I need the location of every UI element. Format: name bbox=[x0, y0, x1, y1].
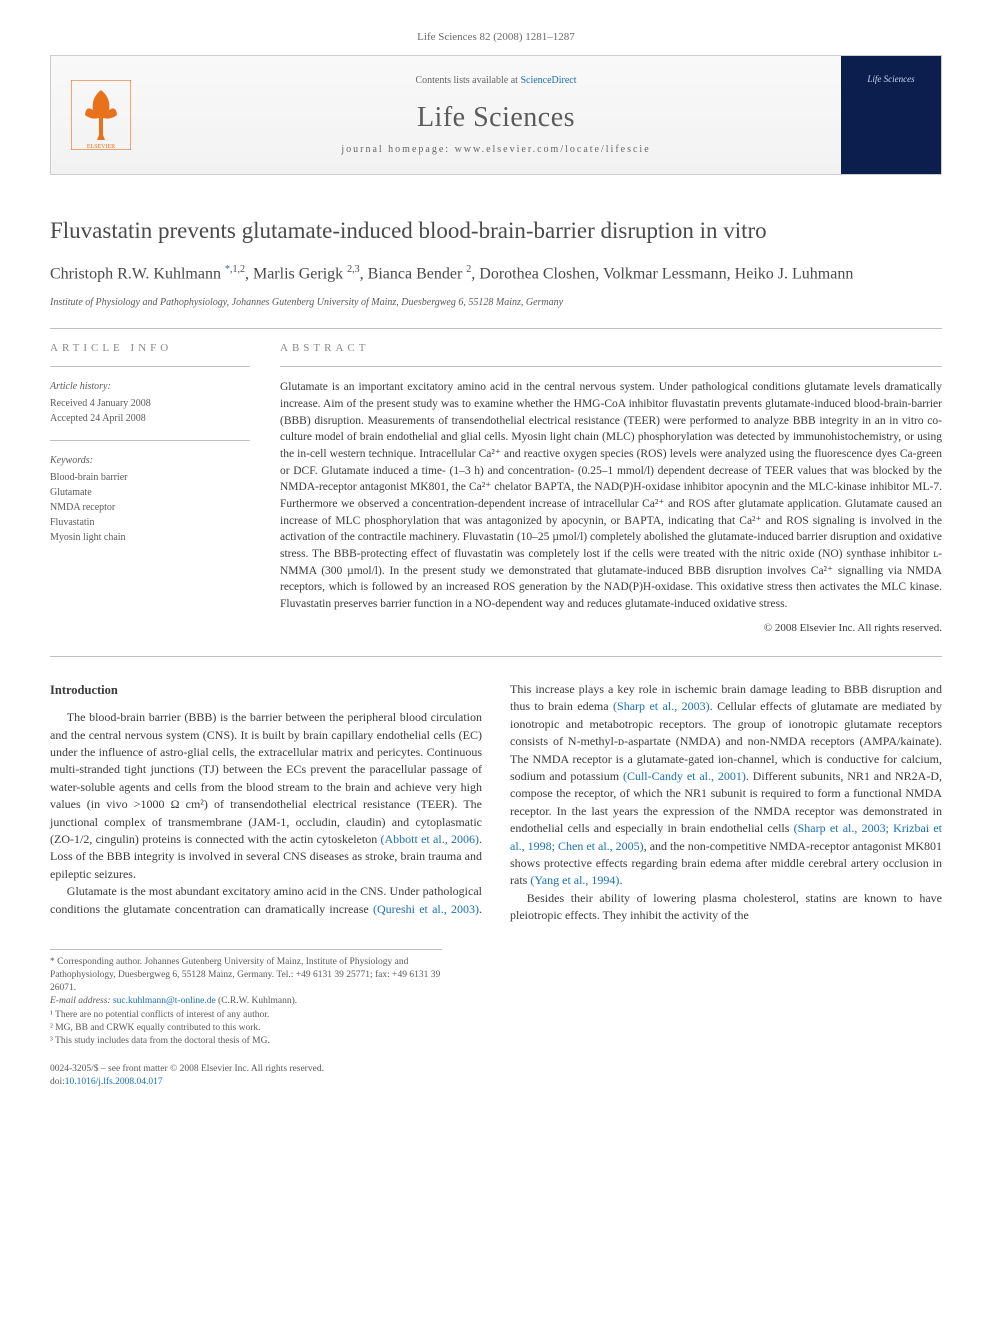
banner-center: Contents lists available at ScienceDirec… bbox=[151, 56, 841, 174]
footnote-3: ³ This study includes data from the doct… bbox=[50, 1035, 442, 1048]
homepage-prefix: journal homepage: bbox=[341, 144, 454, 155]
publisher-logo-box: ELSEVIER bbox=[51, 56, 151, 174]
cover-thumb-box: Life Sciences bbox=[841, 56, 941, 174]
keywords-label: Keywords: bbox=[50, 453, 250, 468]
abstract-col: ABSTRACT Glutamate is an important excit… bbox=[280, 341, 942, 636]
abstract-copyright: © 2008 Elsevier Inc. All rights reserved… bbox=[280, 621, 942, 636]
doi-link[interactable]: 10.1016/j.lfs.2008.04.017 bbox=[65, 1077, 163, 1087]
article-info-heading: ARTICLE INFO bbox=[50, 341, 250, 356]
footnote-2: ² MG, BB and CRWK equally contributed to… bbox=[50, 1022, 442, 1035]
article-body: Introduction The blood-brain barrier (BB… bbox=[50, 681, 942, 924]
keyword-item: Glutamate bbox=[50, 485, 250, 500]
keyword-item: Myosin light chain bbox=[50, 530, 250, 545]
svg-text:ELSEVIER: ELSEVIER bbox=[87, 144, 115, 150]
footnotes: * Corresponding author. Johannes Gutenbe… bbox=[50, 949, 442, 1049]
keywords-block: Keywords: Blood-brain barrierGlutamateNM… bbox=[50, 453, 250, 545]
email-tail: (C.R.W. Kuhlmann). bbox=[216, 996, 297, 1006]
article-info-col: ARTICLE INFO Article history: Received 4… bbox=[50, 341, 250, 636]
divider bbox=[50, 440, 250, 441]
divider bbox=[50, 366, 250, 367]
divider bbox=[280, 366, 942, 367]
received-date: Received 4 January 2008 bbox=[50, 396, 250, 411]
keyword-item: Fluvastatin bbox=[50, 515, 250, 530]
bottom-meta: 0024-3205/$ – see front matter © 2008 El… bbox=[50, 1063, 942, 1090]
running-header: Life Sciences 82 (2008) 1281–1287 bbox=[50, 30, 942, 45]
ref-link[interactable]: (Cull-Candy et al., 2001) bbox=[623, 769, 746, 783]
elsevier-tree-icon: ELSEVIER bbox=[71, 80, 131, 150]
sciencedirect-link[interactable]: ScienceDirect bbox=[520, 75, 576, 86]
corr-footnote: * Corresponding author. Johannes Gutenbe… bbox=[50, 956, 442, 996]
ref-link[interactable]: (Sharp et al., 2003) bbox=[613, 699, 710, 713]
abstract-text: Glutamate is an important excitatory ami… bbox=[280, 379, 942, 612]
authors-line: Christoph R.W. Kuhlmann *,1,2, Marlis Ge… bbox=[50, 262, 942, 286]
issn-line: 0024-3205/$ – see front matter © 2008 El… bbox=[50, 1063, 942, 1076]
doi-line: doi:10.1016/j.lfs.2008.04.017 bbox=[50, 1076, 942, 1089]
divider bbox=[50, 656, 942, 657]
email-footnote: E-mail address: suc.kuhlmann@t-online.de… bbox=[50, 995, 442, 1008]
ref-link[interactable]: (Yang et al., 1994) bbox=[530, 873, 619, 887]
divider bbox=[50, 328, 942, 329]
intro-p1: The blood-brain barrier (BBB) is the bar… bbox=[50, 709, 482, 883]
cover-title: Life Sciences bbox=[867, 73, 914, 86]
email-link[interactable]: suc.kuhlmann@t-online.de bbox=[113, 996, 216, 1006]
intro-p3: Besides their ability of lowering plasma… bbox=[510, 890, 942, 925]
homepage-url: www.elsevier.com/locate/lifescie bbox=[455, 144, 651, 155]
keywords-list: Blood-brain barrierGlutamateNMDA recepto… bbox=[50, 470, 250, 545]
keyword-item: Blood-brain barrier bbox=[50, 470, 250, 485]
journal-name: Life Sciences bbox=[417, 98, 575, 137]
article-history: Article history: Received 4 January 2008… bbox=[50, 379, 250, 426]
intro-heading: Introduction bbox=[50, 681, 482, 699]
article-title: Fluvastatin prevents glutamate-induced b… bbox=[50, 215, 942, 247]
journal-homepage: journal homepage: www.elsevier.com/locat… bbox=[341, 143, 650, 157]
abstract-heading: ABSTRACT bbox=[280, 341, 942, 356]
footnote-1: ¹ There are no potential conflicts of in… bbox=[50, 1009, 442, 1022]
affiliation: Institute of Physiology and Pathophysiol… bbox=[50, 296, 942, 310]
ref-link[interactable]: (Qureshi et al., 2003) bbox=[373, 902, 479, 916]
keyword-item: NMDA receptor bbox=[50, 500, 250, 515]
info-abstract-row: ARTICLE INFO Article history: Received 4… bbox=[50, 341, 942, 636]
journal-banner: ELSEVIER Contents lists available at Sci… bbox=[50, 55, 942, 175]
contents-line: Contents lists available at ScienceDirec… bbox=[415, 74, 576, 88]
email-label: E-mail address: bbox=[50, 996, 113, 1006]
accepted-date: Accepted 24 April 2008 bbox=[50, 411, 250, 426]
contents-prefix: Contents lists available at bbox=[415, 75, 520, 86]
journal-cover-icon: Life Sciences bbox=[851, 65, 931, 165]
ref-link[interactable]: (Abbott et al., 2006) bbox=[380, 832, 479, 846]
history-label: Article history: bbox=[50, 379, 250, 394]
